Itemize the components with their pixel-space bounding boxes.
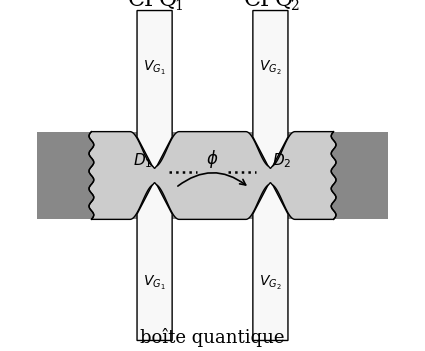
Bar — [37, 132, 388, 219]
Text: CPQ: CPQ — [244, 0, 294, 11]
Text: 2: 2 — [290, 0, 298, 13]
Polygon shape — [253, 11, 288, 168]
Text: 1: 1 — [174, 0, 183, 13]
Text: boîte quantique: boîte quantique — [140, 329, 285, 347]
Text: $D_1$: $D_1$ — [133, 152, 153, 170]
Text: $V_{G_{2}}$: $V_{G_{2}}$ — [259, 274, 282, 292]
Polygon shape — [89, 132, 336, 219]
Text: $V_{G_1}$: $V_{G_1}$ — [143, 274, 166, 292]
Text: CPQ: CPQ — [128, 0, 178, 11]
FancyArrowPatch shape — [178, 173, 246, 186]
Polygon shape — [137, 183, 172, 340]
Polygon shape — [137, 11, 172, 168]
Text: $V_{G_{2}}$: $V_{G_{2}}$ — [259, 59, 282, 77]
Text: $\phi$: $\phi$ — [206, 148, 219, 170]
Text: $D_2$: $D_2$ — [272, 152, 292, 170]
Polygon shape — [253, 183, 288, 340]
Text: $V_{G_1}$: $V_{G_1}$ — [143, 59, 166, 77]
